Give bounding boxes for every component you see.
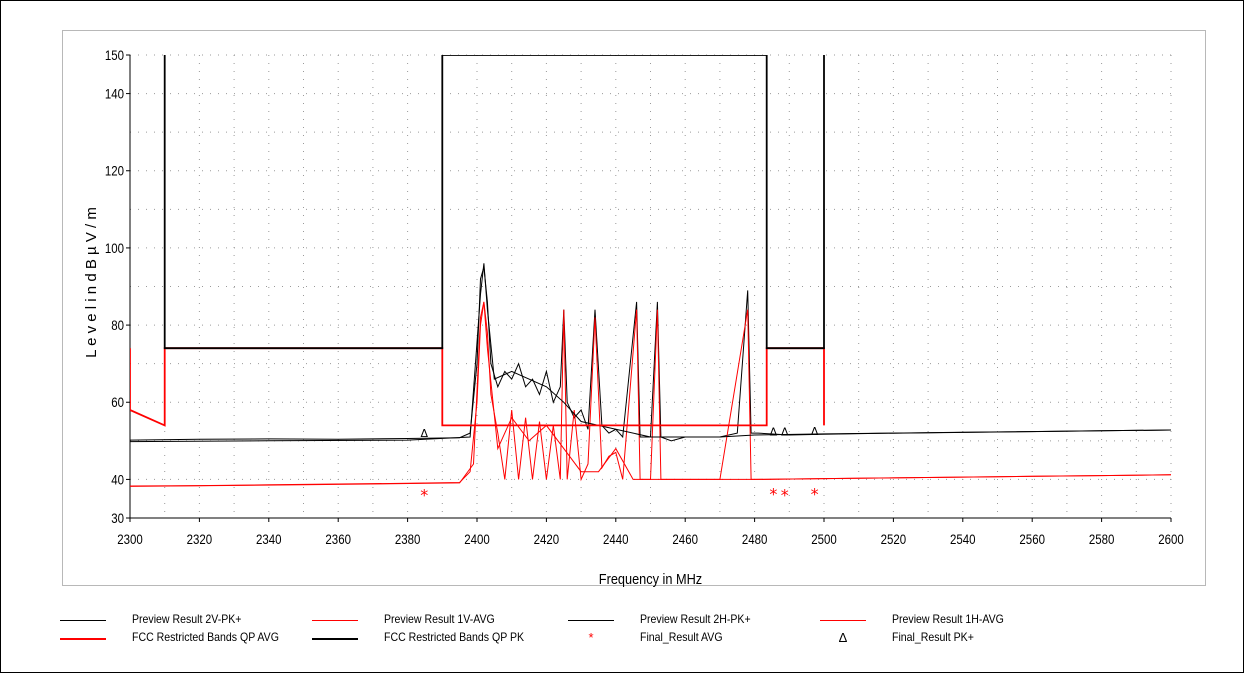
x-tick-label: 2480 bbox=[742, 531, 768, 547]
series-fcc-restricted-bands-qp-pk bbox=[163, 55, 825, 350]
x-tick-label: 2340 bbox=[256, 531, 282, 547]
y-tick-label: 80 bbox=[111, 317, 124, 333]
x-tick-label: 2560 bbox=[1019, 531, 1045, 547]
series-preview-result-2h-pk bbox=[130, 263, 1171, 443]
y-tick-label: 30 bbox=[111, 510, 124, 526]
legend-symbol bbox=[60, 638, 106, 640]
y-tick-label: 100 bbox=[105, 240, 124, 256]
x-tick-label: 2380 bbox=[395, 531, 421, 547]
series-preview-result-2v-pk bbox=[130, 267, 1171, 442]
legend-label: Preview Result 1H-AVG bbox=[892, 612, 1004, 626]
series-preview-result-1h-avg bbox=[130, 301, 1171, 487]
legend-symbol bbox=[568, 620, 614, 621]
y-axis-title: L e v e l i n d B µ V / m bbox=[83, 207, 100, 358]
legend-label: Final_Result AVG bbox=[640, 630, 723, 644]
marker-final-result-avg: * bbox=[811, 485, 819, 504]
legend-label: Final_Result PK+ bbox=[892, 630, 974, 644]
x-tick-label: 2600 bbox=[1158, 531, 1184, 547]
x-tick-label: 2300 bbox=[117, 531, 143, 547]
marker-final-result-avg: * bbox=[769, 485, 777, 504]
marker-final-result-pk: Δ bbox=[781, 426, 789, 439]
x-tick-label: 2500 bbox=[811, 531, 837, 547]
marker-final-result-pk: Δ bbox=[420, 427, 428, 440]
legend-symbol bbox=[60, 620, 106, 621]
y-tick-label: 40 bbox=[111, 471, 124, 487]
x-tick-label: 2580 bbox=[1089, 531, 1115, 547]
marker-final-result-avg: * bbox=[781, 486, 789, 505]
x-tick-label: 2400 bbox=[464, 531, 490, 547]
marker-final-result-pk: Δ bbox=[811, 425, 819, 438]
legend-label: Preview Result 2V-PK+ bbox=[132, 612, 242, 626]
x-tick-label: 2320 bbox=[187, 531, 213, 547]
legend-symbol bbox=[312, 638, 358, 640]
legend-label: FCC Restricted Bands QP AVG bbox=[132, 630, 279, 644]
legend-symbol bbox=[312, 620, 358, 621]
x-tick-label: 2440 bbox=[603, 531, 629, 547]
y-tick-label: 150 bbox=[105, 47, 124, 63]
y-tick-label: 120 bbox=[105, 163, 124, 179]
legend-label: FCC Restricted Bands QP PK bbox=[384, 630, 525, 644]
x-axis-title: Frequency in MHz bbox=[599, 570, 702, 587]
legend-symbol bbox=[820, 620, 866, 621]
x-tick-label: 2520 bbox=[881, 531, 907, 547]
marker-final-result-avg: * bbox=[420, 486, 428, 505]
x-tick-label: 2360 bbox=[325, 531, 351, 547]
series-preview-result-1v-avg bbox=[130, 301, 1171, 487]
legend-label: Preview Result 1V-AVG bbox=[384, 612, 495, 626]
x-tick-label: 2460 bbox=[672, 531, 698, 547]
marker-final-result-pk: Δ bbox=[770, 426, 778, 439]
legend-label: Preview Result 2H-PK+ bbox=[640, 612, 751, 626]
x-tick-label: 2420 bbox=[534, 531, 560, 547]
legend: Preview Result 2V-PK+ Preview Result 1V-A… bbox=[0, 612, 1244, 662]
x-tick-label: 2540 bbox=[950, 531, 976, 547]
y-tick-label: 60 bbox=[111, 394, 124, 410]
y-tick-label: 140 bbox=[105, 85, 124, 101]
chart-panel-border bbox=[62, 30, 1206, 586]
